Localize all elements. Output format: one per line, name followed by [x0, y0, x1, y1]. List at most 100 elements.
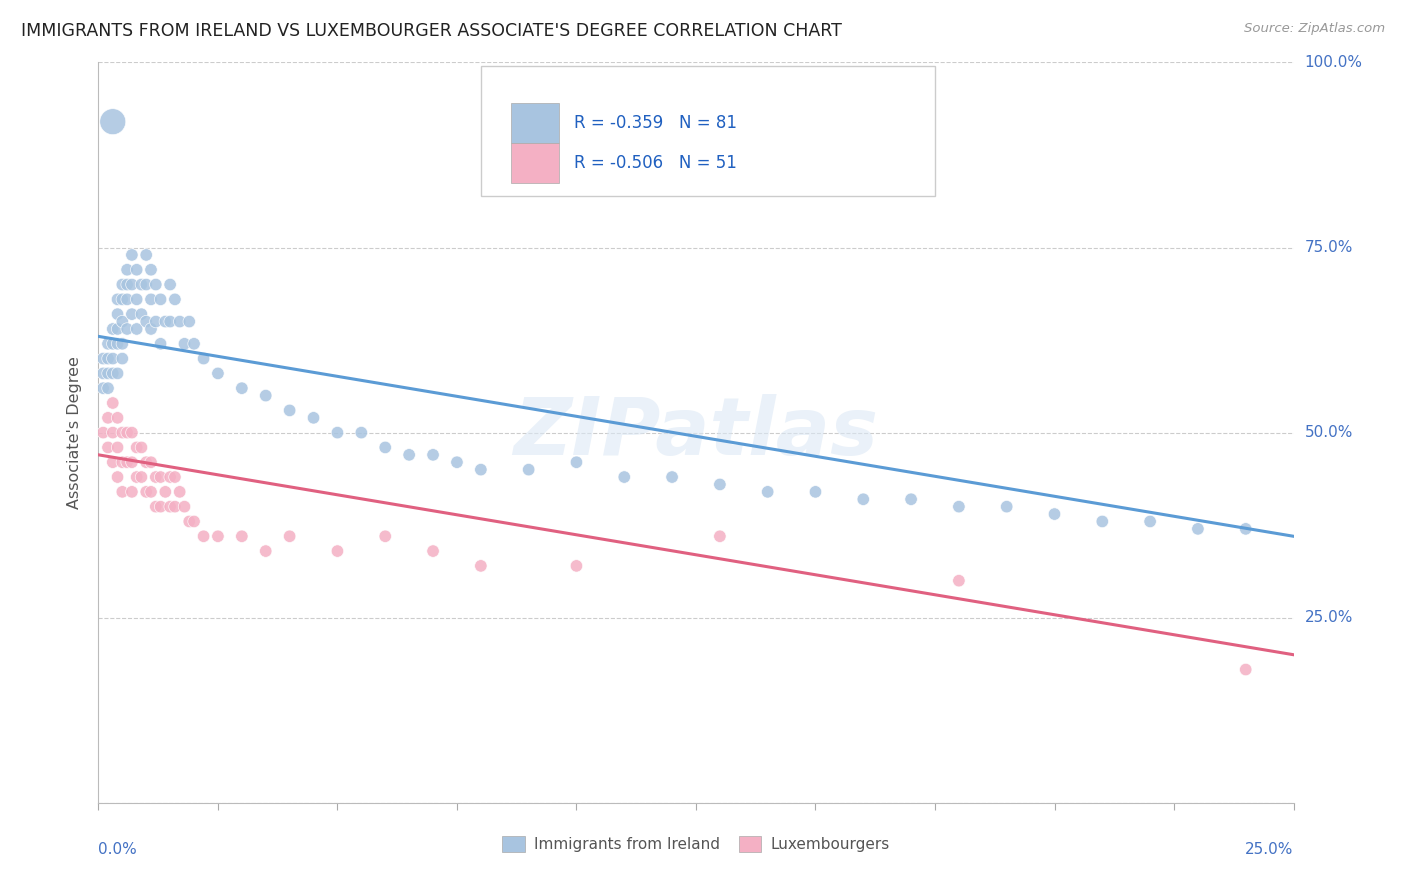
FancyBboxPatch shape: [510, 143, 558, 184]
Text: 75.0%: 75.0%: [1305, 240, 1353, 255]
Point: [139, 293, 162, 307]
Point: [115, 322, 138, 336]
Point: [159, 314, 181, 328]
Point: [107, 336, 129, 351]
Point: [131, 441, 153, 455]
Point: [1043, 507, 1066, 521]
Point: [121, 484, 143, 499]
Point: [565, 558, 588, 573]
Text: R = -0.506   N = 51: R = -0.506 N = 51: [574, 154, 737, 172]
Point: [111, 314, 134, 328]
Point: [97, 441, 120, 455]
Point: [135, 455, 157, 469]
Point: [517, 462, 540, 476]
Point: [135, 248, 157, 262]
Point: [101, 351, 124, 366]
Point: [948, 500, 970, 514]
Point: [565, 455, 588, 469]
Point: [145, 277, 167, 292]
Point: [115, 425, 138, 440]
Point: [350, 425, 373, 440]
Point: [149, 470, 172, 484]
Point: [149, 500, 172, 514]
Point: [422, 544, 444, 558]
Legend: Immigrants from Ireland, Luxembourgers: Immigrants from Ireland, Luxembourgers: [496, 830, 896, 858]
Text: 0.0%: 0.0%: [98, 842, 138, 856]
Point: [125, 322, 148, 336]
Point: [115, 262, 138, 277]
Point: [139, 322, 162, 336]
Point: [422, 448, 444, 462]
Point: [107, 293, 129, 307]
Point: [135, 277, 157, 292]
Point: [101, 367, 124, 381]
Point: [193, 351, 215, 366]
Point: [145, 470, 167, 484]
Point: [149, 293, 172, 307]
Point: [709, 477, 731, 491]
Point: [135, 484, 157, 499]
Point: [179, 515, 201, 529]
Point: [97, 367, 120, 381]
Point: [254, 388, 277, 402]
Point: [326, 425, 349, 440]
Point: [91, 367, 114, 381]
Point: [179, 314, 201, 328]
Point: [111, 293, 134, 307]
Point: [661, 470, 683, 484]
Point: [149, 336, 172, 351]
Point: [115, 455, 138, 469]
Point: [97, 336, 120, 351]
Point: [145, 500, 167, 514]
Point: [756, 484, 779, 499]
Point: [139, 484, 162, 499]
Point: [111, 277, 134, 292]
Point: [91, 425, 114, 440]
Point: [101, 425, 124, 440]
Text: 25.0%: 25.0%: [1246, 842, 1294, 856]
Point: [121, 455, 143, 469]
Text: Source: ZipAtlas.com: Source: ZipAtlas.com: [1244, 22, 1385, 36]
Point: [107, 367, 129, 381]
Point: [139, 262, 162, 277]
Point: [852, 492, 875, 507]
Point: [107, 322, 129, 336]
Point: [163, 500, 186, 514]
Point: [107, 307, 129, 321]
Point: [101, 455, 124, 469]
Point: [1139, 515, 1161, 529]
Point: [159, 277, 181, 292]
Point: [709, 529, 731, 543]
Point: [207, 367, 229, 381]
Point: [111, 484, 134, 499]
Point: [231, 529, 253, 543]
FancyBboxPatch shape: [481, 66, 935, 195]
Point: [374, 441, 396, 455]
Point: [111, 455, 134, 469]
Point: [470, 558, 492, 573]
Point: [470, 462, 492, 476]
Point: [193, 529, 215, 543]
Point: [91, 351, 114, 366]
Point: [139, 455, 162, 469]
Point: [231, 381, 253, 395]
Point: [302, 410, 325, 425]
Text: IMMIGRANTS FROM IRELAND VS LUXEMBOURGER ASSOCIATE'S DEGREE CORRELATION CHART: IMMIGRANTS FROM IRELAND VS LUXEMBOURGER …: [21, 22, 842, 40]
Text: 25.0%: 25.0%: [1305, 610, 1353, 625]
Point: [169, 484, 191, 499]
Point: [121, 248, 143, 262]
Text: 100.0%: 100.0%: [1305, 55, 1362, 70]
Point: [804, 484, 827, 499]
Point: [278, 403, 301, 417]
Point: [121, 307, 143, 321]
Point: [107, 441, 129, 455]
Point: [145, 314, 167, 328]
Point: [159, 470, 181, 484]
Point: [101, 336, 124, 351]
Point: [131, 277, 153, 292]
Point: [155, 484, 177, 499]
Point: [125, 470, 148, 484]
Text: ZIPatlas: ZIPatlas: [513, 393, 879, 472]
Point: [1234, 522, 1257, 536]
Point: [107, 410, 129, 425]
